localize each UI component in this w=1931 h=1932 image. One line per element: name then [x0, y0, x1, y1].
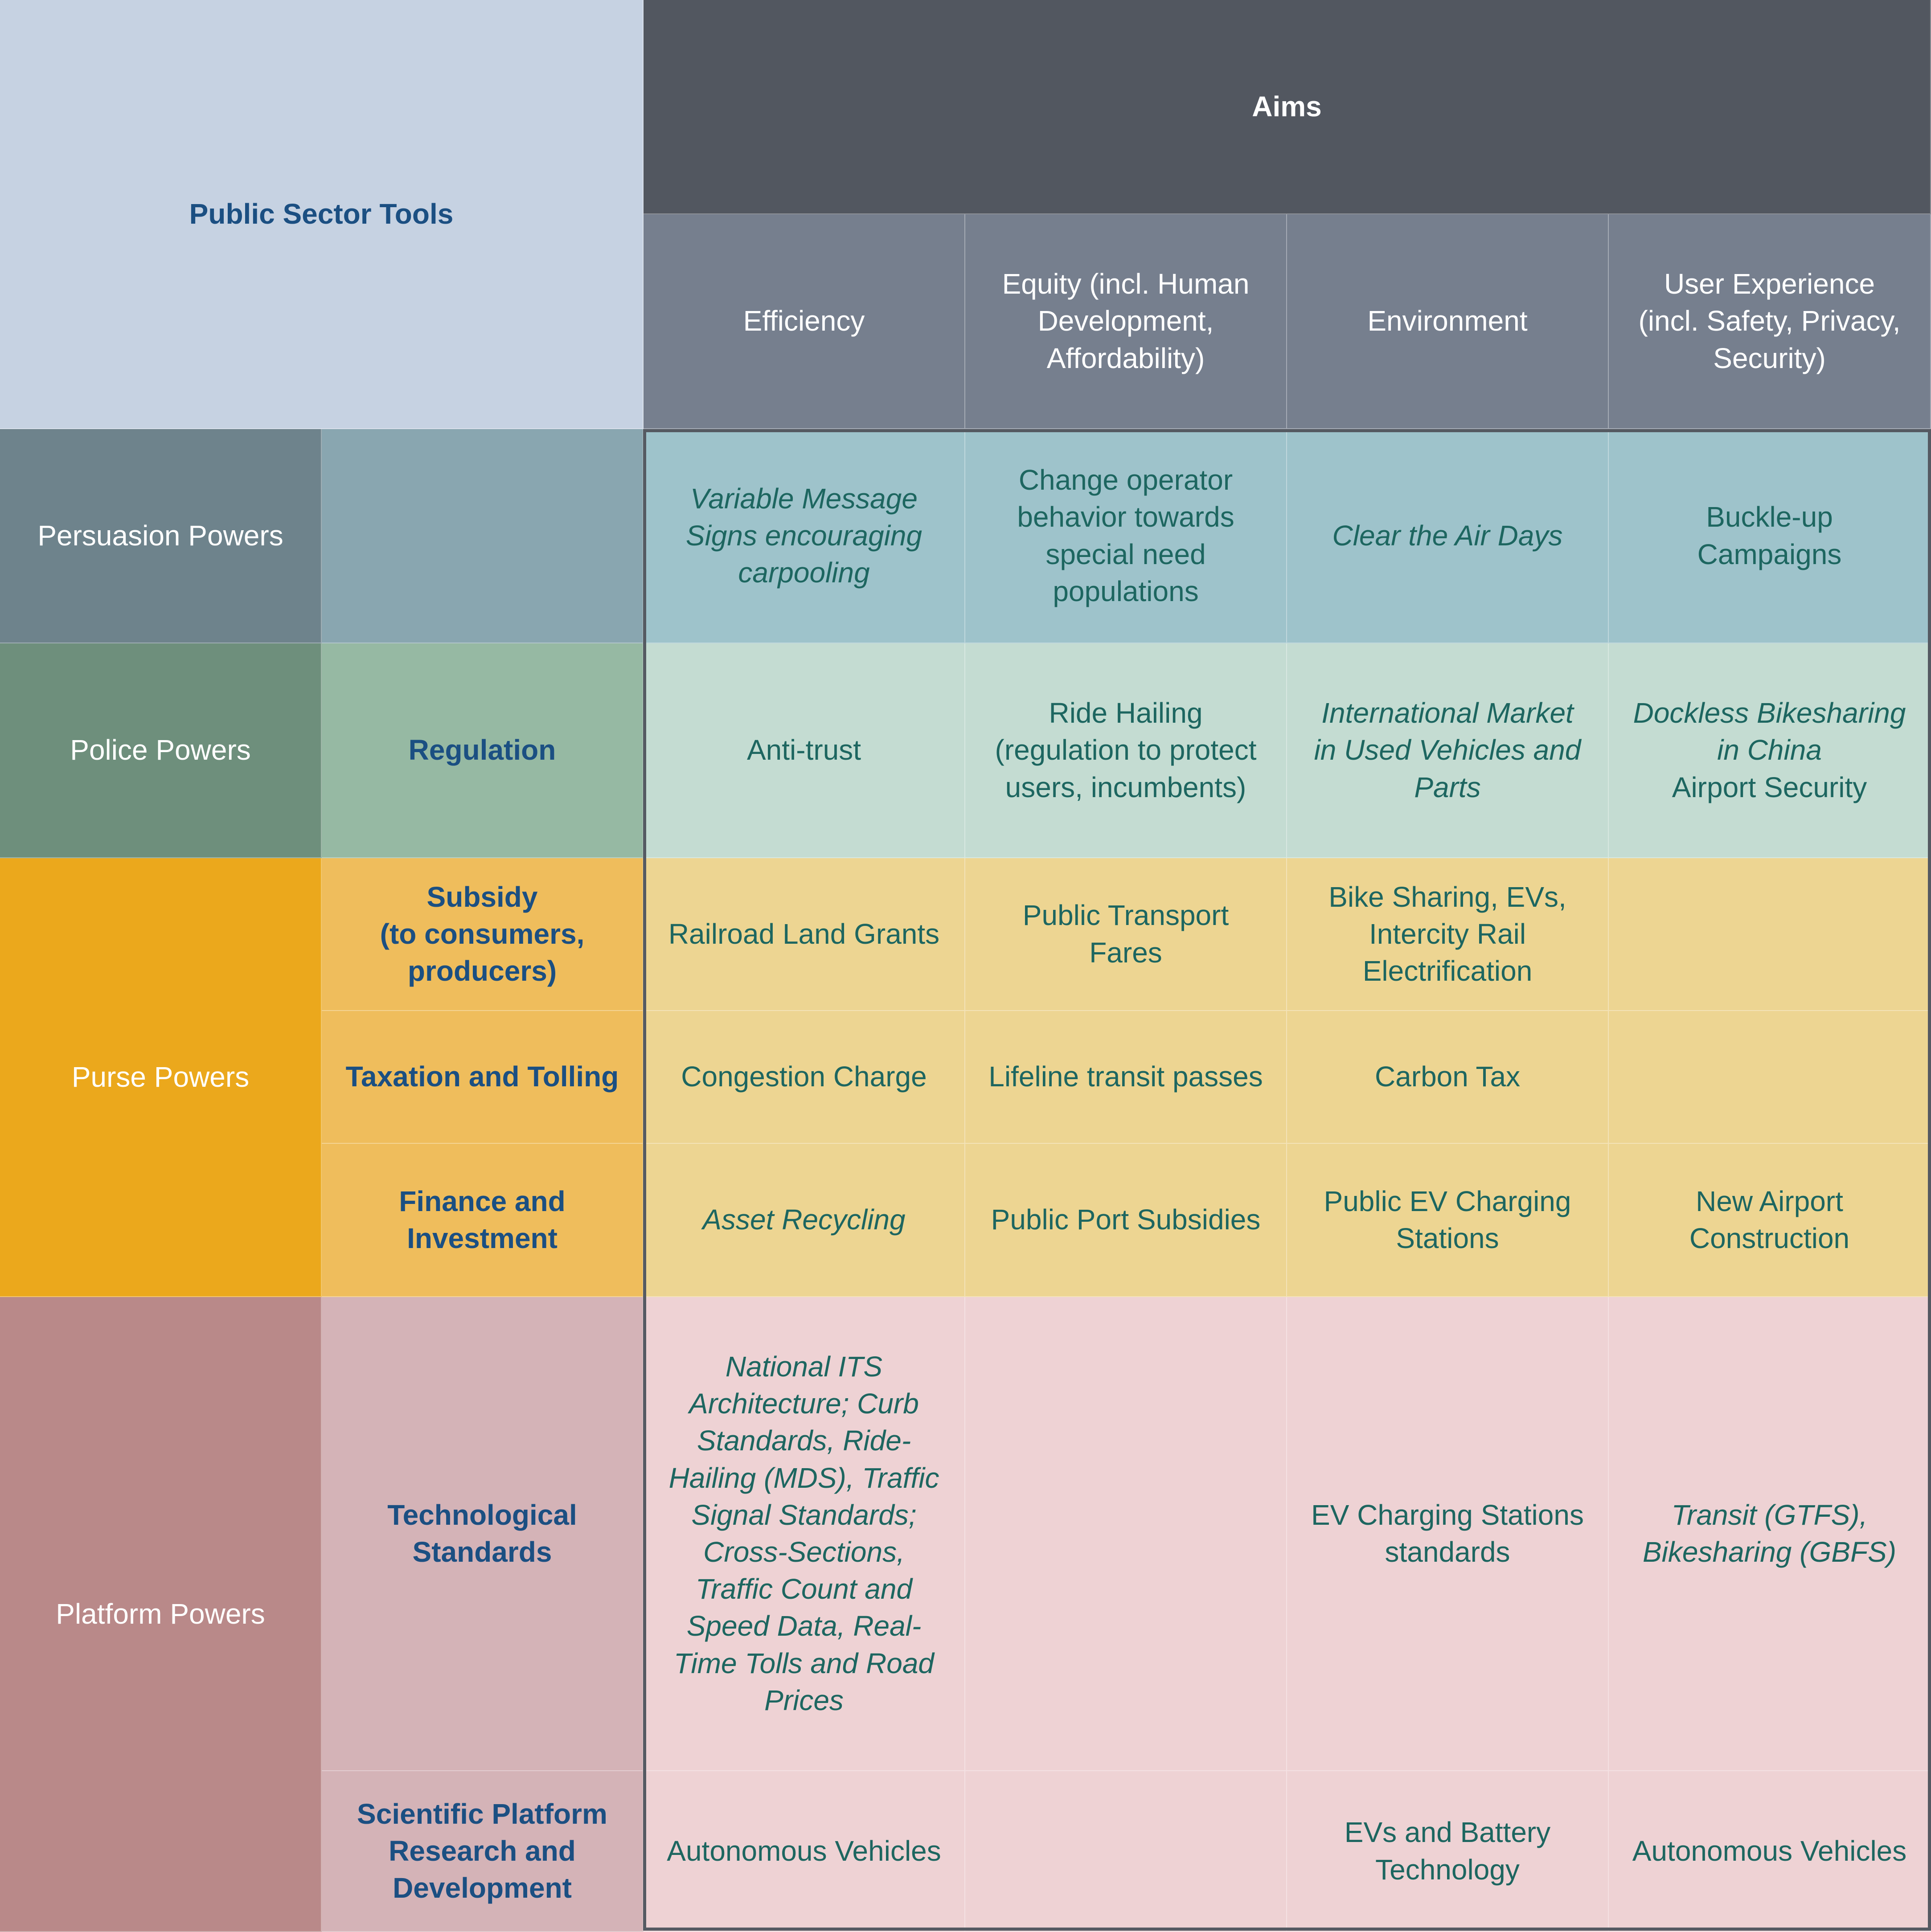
- taxation-efficiency-cell: Congestion Charge: [644, 1011, 965, 1144]
- regulation-environment-cell: International Market in Used Vehicles an…: [1287, 643, 1609, 858]
- taxation-environment-cell: Carbon Tax: [1287, 1011, 1609, 1144]
- standards-environment-cell: EV Charging Stations standards: [1287, 1297, 1609, 1771]
- research-user-experience-cell: Autonomous Vehicles: [1609, 1771, 1931, 1932]
- research-equity-cell: [965, 1771, 1287, 1932]
- persuasion-environment-cell: Clear the Air Days: [1287, 429, 1609, 643]
- finance-user-experience-cell: New Airport Construction: [1609, 1144, 1931, 1297]
- subsidy-environment-cell: Bike Sharing, EVs, Intercity Rail Electr…: [1287, 858, 1609, 1011]
- regulation-efficiency-cell: Anti-trust: [644, 643, 965, 858]
- persuasion-user-experience-cell: Buckle-up Campaigns: [1609, 429, 1931, 643]
- standards-efficiency-cell: National ITS Architecture; Curb Standard…: [644, 1297, 965, 1771]
- finance-equity-cell: Public Port Subsidies: [965, 1144, 1287, 1297]
- research-efficiency-cell: Autonomous Vehicles: [644, 1771, 965, 1932]
- aim-header-user-experience: User Experience (incl. Safety, Privacy, …: [1609, 214, 1931, 429]
- persuasion-equity-cell: Change operator behavior towards special…: [965, 429, 1287, 643]
- persuasion-powers-label: Persuasion Powers: [0, 429, 322, 643]
- regulation-label: Regulation: [322, 643, 644, 858]
- platform-powers-label: Platform Powers: [0, 1297, 322, 1932]
- police-powers-label: Police Powers: [0, 643, 322, 858]
- purse-powers-label: Purse Powers: [0, 858, 322, 1297]
- dockless-bikesharing-text: Dockless Bikesharing in China: [1633, 697, 1906, 766]
- subsidy-equity-cell: Public Transport Fares: [965, 858, 1287, 1011]
- standards-label: Technological Standards: [322, 1297, 644, 1771]
- research-environment-cell: EVs and Battery Technology: [1287, 1771, 1609, 1932]
- subsidy-label: Subsidy (to consumers, producers): [322, 858, 644, 1011]
- research-label: Scientific Platform Research and Develop…: [322, 1771, 644, 1932]
- subsidy-efficiency-cell: Railroad Land Grants: [644, 858, 965, 1011]
- aims-header: Aims: [644, 0, 1931, 214]
- taxation-user-experience-cell: [1609, 1011, 1931, 1144]
- standards-user-experience-cell: Transit (GTFS), Bikesharing (GBFS): [1609, 1297, 1931, 1771]
- aim-header-environment: Environment: [1287, 214, 1609, 429]
- finance-efficiency-cell: Asset Recycling: [644, 1144, 965, 1297]
- persuasion-efficiency-cell: Variable Message Signs encouraging carpo…: [644, 429, 965, 643]
- finance-environment-cell: Public EV Charging Stations: [1287, 1144, 1609, 1297]
- public-sector-tools-header: Public Sector Tools: [0, 0, 644, 429]
- subsidy-user-experience-cell: [1609, 858, 1931, 1011]
- aim-header-efficiency: Efficiency: [644, 214, 965, 429]
- standards-equity-cell: [965, 1297, 1287, 1771]
- finance-label: Finance and Investment: [322, 1144, 644, 1297]
- taxation-equity-cell: Lifeline transit passes: [965, 1011, 1287, 1144]
- airport-security-text: Airport Security: [1672, 771, 1867, 803]
- taxation-label: Taxation and Tolling: [322, 1011, 644, 1144]
- regulation-user-experience-cell: Dockless Bikesharing in China Airport Se…: [1609, 643, 1931, 858]
- aim-header-equity: Equity (incl. Human Development, Afforda…: [965, 214, 1287, 429]
- regulation-equity-cell: Ride Hailing (regulation to protect user…: [965, 643, 1287, 858]
- persuasion-sub-label: [322, 429, 644, 643]
